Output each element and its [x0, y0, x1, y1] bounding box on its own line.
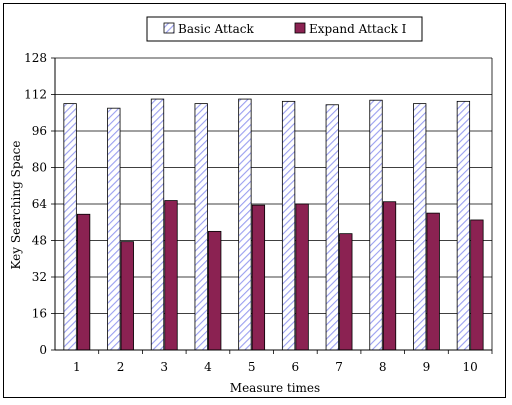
- y-tick-label: 0: [39, 343, 47, 357]
- y-axis-label: Key Searching Space: [9, 141, 23, 270]
- legend-box: [146, 16, 423, 42]
- bar-expand-attack: [120, 241, 134, 351]
- bar-basic-attack: [107, 107, 121, 351]
- y-tick-label: 112: [24, 88, 47, 102]
- x-tick-label: 5: [248, 360, 256, 374]
- x-axis-label: Measure times: [230, 381, 320, 395]
- y-tick-label: 16: [32, 307, 47, 321]
- y-tick-label: 80: [32, 161, 47, 175]
- bar-expand-attack: [382, 201, 397, 351]
- axes: [51, 57, 493, 354]
- y-tick-labels: 0 16 32 48 64 80 96 112 128: [24, 51, 47, 357]
- y-tick-label: 96: [32, 124, 47, 138]
- bar-expand-attack: [470, 219, 484, 351]
- bar-basic-attack: [150, 98, 165, 351]
- legend-swatch-basic-attack: [163, 22, 175, 34]
- x-tick-label: 2: [117, 360, 125, 374]
- x-tick-label: 9: [423, 360, 431, 374]
- legend-swatch-expand-attack: [294, 22, 306, 34]
- bar-expand-attack: [251, 204, 266, 351]
- bar-basic-attack: [63, 103, 77, 351]
- bar-basic-attack: [238, 98, 252, 351]
- x-tick-label: 10: [463, 360, 478, 374]
- bar-expand-attack: [339, 233, 353, 351]
- legend-label-expand-attack: Expand Attack I: [309, 22, 407, 36]
- bar-expand-attack: [164, 200, 178, 351]
- x-tick-label: 3: [160, 360, 168, 374]
- legend: Basic Attack Expand Attack I: [146, 16, 423, 42]
- x-tick-label: 8: [379, 360, 387, 374]
- x-tick-labels: 1 2 3 4 5 6 7 8 9 10: [73, 360, 478, 374]
- bar-basic-attack: [456, 100, 471, 351]
- x-tick-label: 4: [204, 360, 212, 374]
- y-tick-label: 32: [32, 270, 47, 284]
- gridlines: [55, 57, 492, 314]
- bar-basic-attack: [369, 99, 383, 351]
- bars: [63, 98, 484, 351]
- bar-basic-attack: [325, 104, 339, 351]
- bar-basic-attack: [194, 103, 208, 351]
- legend-label-basic-attack: Basic Attack: [178, 22, 254, 36]
- y-tick-label: 64: [32, 197, 48, 211]
- x-tick-label: 6: [292, 360, 300, 374]
- bar-expand-attack: [208, 230, 222, 351]
- bar-basic-attack: [281, 100, 296, 351]
- bar-expand-attack: [426, 212, 440, 351]
- y-tick-label: 48: [32, 234, 47, 248]
- y-tick-label: 128: [24, 51, 47, 65]
- x-tick-label: 7: [335, 360, 343, 374]
- x-tick-label: 1: [73, 360, 81, 374]
- bar-basic-attack: [413, 103, 427, 351]
- bar-expand-attack: [295, 203, 309, 351]
- bar-expand-attack: [76, 213, 91, 351]
